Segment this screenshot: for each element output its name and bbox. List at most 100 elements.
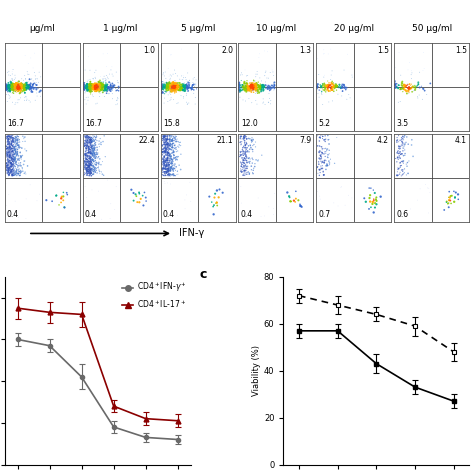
Point	[243, 88, 250, 95]
Point	[24, 81, 32, 88]
Point	[85, 158, 93, 165]
Point	[211, 190, 219, 198]
Point	[99, 75, 107, 82]
Point	[87, 78, 94, 86]
Point	[367, 184, 374, 192]
Point	[157, 82, 165, 89]
Point	[81, 150, 89, 158]
Point	[82, 144, 90, 151]
Point	[85, 148, 93, 156]
Point	[113, 96, 121, 104]
Point	[171, 81, 179, 89]
Point	[89, 171, 96, 178]
Point	[239, 82, 246, 90]
Point	[2, 85, 9, 93]
Point	[5, 135, 12, 142]
Point	[268, 66, 276, 74]
Point	[160, 83, 167, 91]
Point	[398, 137, 406, 145]
Point	[16, 78, 23, 85]
Point	[324, 136, 332, 144]
Point	[157, 89, 165, 97]
Point	[165, 85, 173, 92]
Point	[165, 82, 173, 90]
Point	[8, 82, 15, 90]
Point	[167, 141, 175, 148]
Point	[16, 82, 23, 90]
Point	[109, 84, 117, 92]
Point	[82, 134, 90, 141]
Point	[162, 136, 170, 144]
Point	[169, 86, 177, 93]
Point	[166, 141, 174, 149]
Point	[400, 144, 408, 152]
Text: 1.0: 1.0	[143, 46, 155, 55]
Point	[250, 81, 258, 89]
Point	[161, 141, 169, 148]
Point	[322, 157, 330, 164]
Point	[163, 170, 170, 177]
Point	[242, 155, 250, 163]
Point	[164, 143, 171, 150]
Point	[255, 81, 263, 89]
Point	[237, 83, 245, 91]
Point	[6, 81, 14, 88]
Point	[167, 160, 174, 167]
Point	[25, 82, 32, 90]
Point	[236, 86, 243, 94]
Point	[163, 164, 171, 172]
Point	[14, 81, 21, 88]
Point	[168, 144, 175, 151]
Point	[81, 133, 88, 141]
Point	[88, 156, 96, 164]
Point	[236, 86, 243, 94]
Point	[161, 153, 168, 160]
Point	[338, 83, 346, 91]
Point	[81, 96, 89, 103]
Point	[8, 82, 16, 89]
Point	[80, 85, 87, 92]
Point	[241, 134, 249, 141]
Point	[178, 76, 186, 83]
Point	[240, 85, 247, 93]
Point	[7, 159, 15, 167]
Point	[11, 83, 19, 91]
Point	[27, 82, 34, 89]
Point	[314, 81, 322, 88]
Point	[91, 144, 99, 152]
Point	[166, 82, 174, 90]
Point	[83, 132, 91, 140]
Point	[173, 82, 181, 89]
Point	[84, 169, 91, 177]
Point	[92, 160, 100, 168]
Point	[238, 160, 246, 168]
Point	[257, 88, 265, 95]
Point	[9, 150, 16, 158]
Point	[164, 143, 172, 150]
Point	[96, 83, 104, 91]
Point	[20, 85, 28, 92]
Point	[401, 132, 409, 139]
Point	[9, 155, 17, 163]
Point	[9, 155, 16, 163]
Point	[95, 78, 103, 86]
Point	[261, 212, 268, 220]
Point	[241, 85, 248, 92]
Point	[267, 84, 275, 92]
Point	[167, 91, 174, 98]
Point	[5, 140, 13, 148]
Point	[86, 149, 94, 156]
Point	[163, 155, 171, 162]
Point	[183, 84, 191, 91]
Point	[162, 163, 169, 171]
Point	[7, 139, 15, 147]
Text: 16.7: 16.7	[7, 119, 24, 128]
Point	[104, 82, 111, 90]
Point	[87, 140, 94, 147]
Point	[262, 67, 270, 75]
Point	[171, 135, 178, 143]
Point	[88, 137, 96, 144]
Point	[4, 137, 12, 145]
Point	[107, 82, 115, 90]
Point	[8, 145, 16, 152]
